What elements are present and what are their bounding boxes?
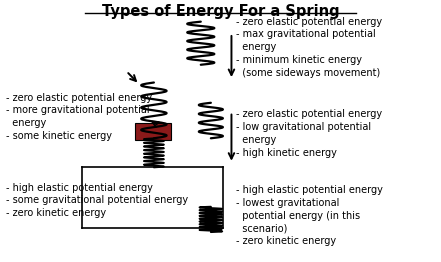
Text: - high elastic potential energy
- some gravitational potential energy
- zero kin: - high elastic potential energy - some g… (6, 183, 188, 218)
Text: Types of Energy For a Spring: Types of Energy For a Spring (102, 4, 339, 19)
Text: - high elastic potential energy
- lowest gravitational
  potential energy (in th: - high elastic potential energy - lowest… (236, 185, 383, 246)
Text: - zero elastic potential energy
- max gravitational potential
  energy
- minimum: - zero elastic potential energy - max gr… (236, 17, 382, 78)
Text: - zero elastic potential energy
- low gravitational potential
  energy
- high ki: - zero elastic potential energy - low gr… (236, 109, 382, 157)
FancyBboxPatch shape (135, 123, 171, 140)
Text: - zero elastic potential energy
- more gravitational potential
  energy
- some k: - zero elastic potential energy - more g… (6, 93, 152, 141)
